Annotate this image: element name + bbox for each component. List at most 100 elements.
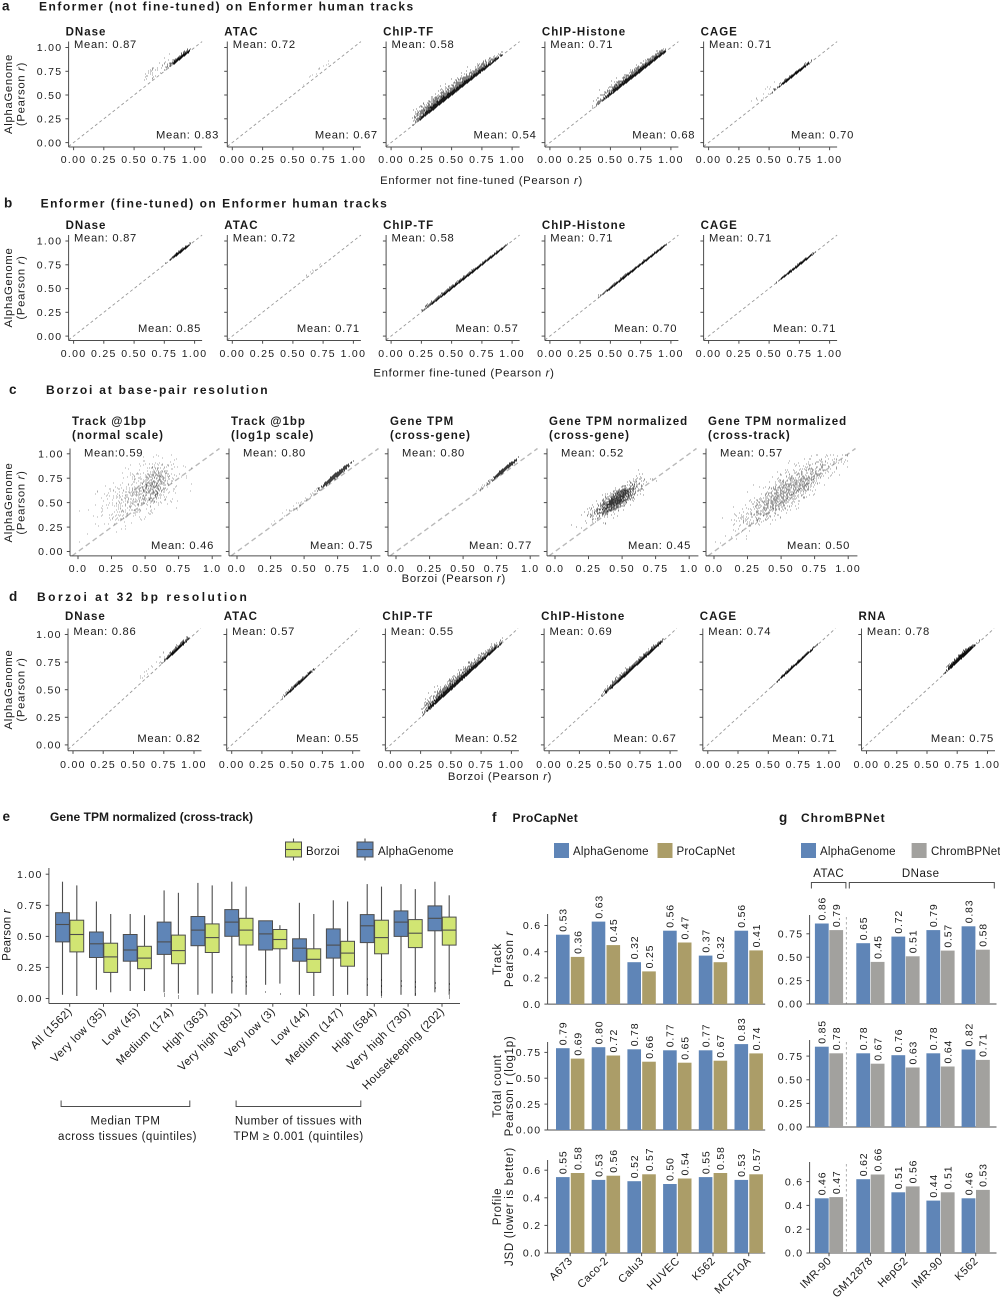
svg-text:e: e [3, 809, 12, 824]
svg-text:0.00: 0.00 [854, 759, 880, 771]
svg-text:1.00: 1.00 [817, 154, 843, 166]
svg-text:0.00: 0.00 [537, 348, 563, 360]
svg-text:d: d [9, 589, 19, 604]
svg-text:Mean: 0.54: Mean: 0.54 [474, 130, 537, 142]
svg-text:0.78: 0.78 [858, 1027, 870, 1051]
svg-text:0.50: 0.50 [450, 563, 476, 575]
svg-text:0.63: 0.63 [593, 895, 605, 919]
svg-text:0.65: 0.65 [858, 917, 870, 941]
svg-text:0.75: 0.75 [37, 66, 63, 78]
svg-text:0.75: 0.75 [469, 154, 495, 166]
svg-text:0.75: 0.75 [166, 563, 192, 575]
svg-text:0.77: 0.77 [700, 1024, 712, 1048]
svg-text:0.00: 0.00 [378, 348, 404, 360]
svg-text:AlphaGenome: AlphaGenome [3, 248, 15, 328]
svg-text:JSD (lower is better): JSD (lower is better) [504, 1147, 516, 1266]
svg-text:0.72: 0.72 [893, 910, 905, 934]
svg-text:0.25: 0.25 [91, 348, 117, 360]
svg-text:DNase: DNase [65, 611, 106, 623]
svg-text:(cross-track): (cross-track) [708, 430, 791, 442]
svg-text:0.45: 0.45 [608, 918, 620, 942]
svg-text:Mean: 0.74: Mean: 0.74 [708, 626, 771, 638]
svg-text:(Pearson r): (Pearson r) [15, 470, 27, 534]
svg-text:Mean: 0.50: Mean: 0.50 [787, 540, 850, 552]
svg-text:ATAC: ATAC [224, 611, 258, 623]
svg-text:0.50: 0.50 [598, 154, 624, 166]
svg-text:0.25: 0.25 [516, 1099, 542, 1111]
svg-text:0.25: 0.25 [778, 975, 804, 987]
svg-text:0.25: 0.25 [409, 154, 435, 166]
svg-text:0.50: 0.50 [38, 497, 64, 509]
svg-text:0.25: 0.25 [644, 945, 656, 969]
svg-text:0.57: 0.57 [644, 1148, 656, 1172]
svg-text:CAGE: CAGE [701, 220, 738, 232]
svg-text:Borzoi: Borzoi [306, 846, 340, 858]
svg-text:AlphaGenome: AlphaGenome [3, 54, 15, 134]
svg-text:Track: Track [492, 943, 504, 975]
svg-text:0.58: 0.58 [978, 923, 990, 947]
svg-text:Mean: 0.77: Mean: 0.77 [469, 540, 532, 552]
svg-text:0.50: 0.50 [291, 563, 317, 575]
svg-text:Pearson r: Pearson r [2, 908, 14, 961]
svg-text:0.47: 0.47 [680, 916, 692, 940]
svg-text:0.00: 0.00 [37, 137, 63, 149]
svg-text:Borzoi (Pearson r): Borzoi (Pearson r) [402, 573, 506, 585]
svg-text:Mean: 0.58: Mean: 0.58 [392, 39, 455, 51]
svg-text:0.79: 0.79 [831, 903, 843, 927]
svg-text:0.50: 0.50 [121, 759, 147, 771]
svg-text:ChIP-TF: ChIP-TF [383, 27, 434, 39]
svg-text:0.0: 0.0 [387, 563, 406, 575]
svg-text:1.0: 1.0 [362, 563, 381, 575]
svg-text:1.00: 1.00 [37, 236, 63, 248]
svg-text:0.85: 0.85 [817, 1020, 829, 1044]
svg-text:0.25: 0.25 [726, 154, 752, 166]
svg-text:1.00: 1.00 [499, 154, 525, 166]
svg-text:0.75: 0.75 [944, 759, 970, 771]
svg-text:AlphaGenome: AlphaGenome [3, 463, 15, 543]
svg-text:0.25: 0.25 [36, 712, 62, 724]
svg-text:0.56: 0.56 [608, 1149, 620, 1173]
svg-text:0.4: 0.4 [785, 1200, 804, 1212]
svg-text:0.50: 0.50 [755, 759, 781, 771]
svg-text:0.50: 0.50 [778, 952, 804, 964]
svg-text:0.0: 0.0 [705, 563, 724, 575]
svg-text:0.25: 0.25 [99, 563, 125, 575]
svg-text:Mean: 0.57: Mean: 0.57 [720, 448, 783, 460]
svg-text:DNase: DNase [66, 27, 107, 39]
svg-text:CAGE: CAGE [700, 611, 737, 623]
svg-text:Mean: 0.45: Mean: 0.45 [628, 540, 691, 552]
svg-text:1.00: 1.00 [182, 154, 208, 166]
svg-text:1.0: 1.0 [521, 563, 540, 575]
svg-text:Mean: 0.71: Mean: 0.71 [550, 39, 613, 51]
svg-text:1.00: 1.00 [658, 348, 684, 360]
svg-text:Track @1bp: Track @1bp [231, 416, 306, 428]
svg-text:AlphaGenome: AlphaGenome [573, 846, 649, 858]
svg-text:ChIP-Histone: ChIP-Histone [542, 220, 626, 232]
svg-text:0.00: 0.00 [695, 759, 721, 771]
svg-text:0.41: 0.41 [751, 924, 763, 948]
svg-text:0.25: 0.25 [725, 759, 751, 771]
svg-text:ChIP-TF: ChIP-TF [383, 220, 434, 232]
svg-text:0.50: 0.50 [36, 684, 62, 696]
svg-text:Mean: 0.52: Mean: 0.52 [561, 448, 624, 460]
svg-text:Mean: 0.75: Mean: 0.75 [310, 540, 373, 552]
svg-text:Enformer (fine-tuned) on Enfor: Enformer (fine-tuned) on Enformer human … [41, 197, 389, 211]
svg-text:0.32: 0.32 [629, 936, 641, 960]
svg-text:0.75: 0.75 [151, 348, 177, 360]
svg-text:Mean: 0.70: Mean: 0.70 [791, 130, 854, 142]
svg-text:0.75: 0.75 [469, 348, 495, 360]
svg-text:Profile: Profile [492, 1188, 504, 1226]
svg-text:0.75: 0.75 [643, 563, 669, 575]
svg-text:DNase: DNase [902, 868, 940, 880]
svg-text:0.0: 0.0 [228, 563, 247, 575]
svg-text:0.63: 0.63 [908, 1041, 920, 1065]
svg-text:0.25: 0.25 [884, 759, 910, 771]
svg-text:Mean: 0.71: Mean: 0.71 [709, 233, 772, 245]
svg-text:RNA: RNA [859, 611, 887, 623]
svg-text:Mean: 0.75: Mean: 0.75 [931, 733, 994, 745]
svg-text:g: g [779, 810, 789, 825]
svg-text:0.00: 0.00 [696, 348, 722, 360]
svg-text:0.50: 0.50 [121, 154, 147, 166]
svg-text:Gene TPM: Gene TPM [390, 416, 454, 428]
svg-text:1.00: 1.00 [38, 449, 64, 461]
